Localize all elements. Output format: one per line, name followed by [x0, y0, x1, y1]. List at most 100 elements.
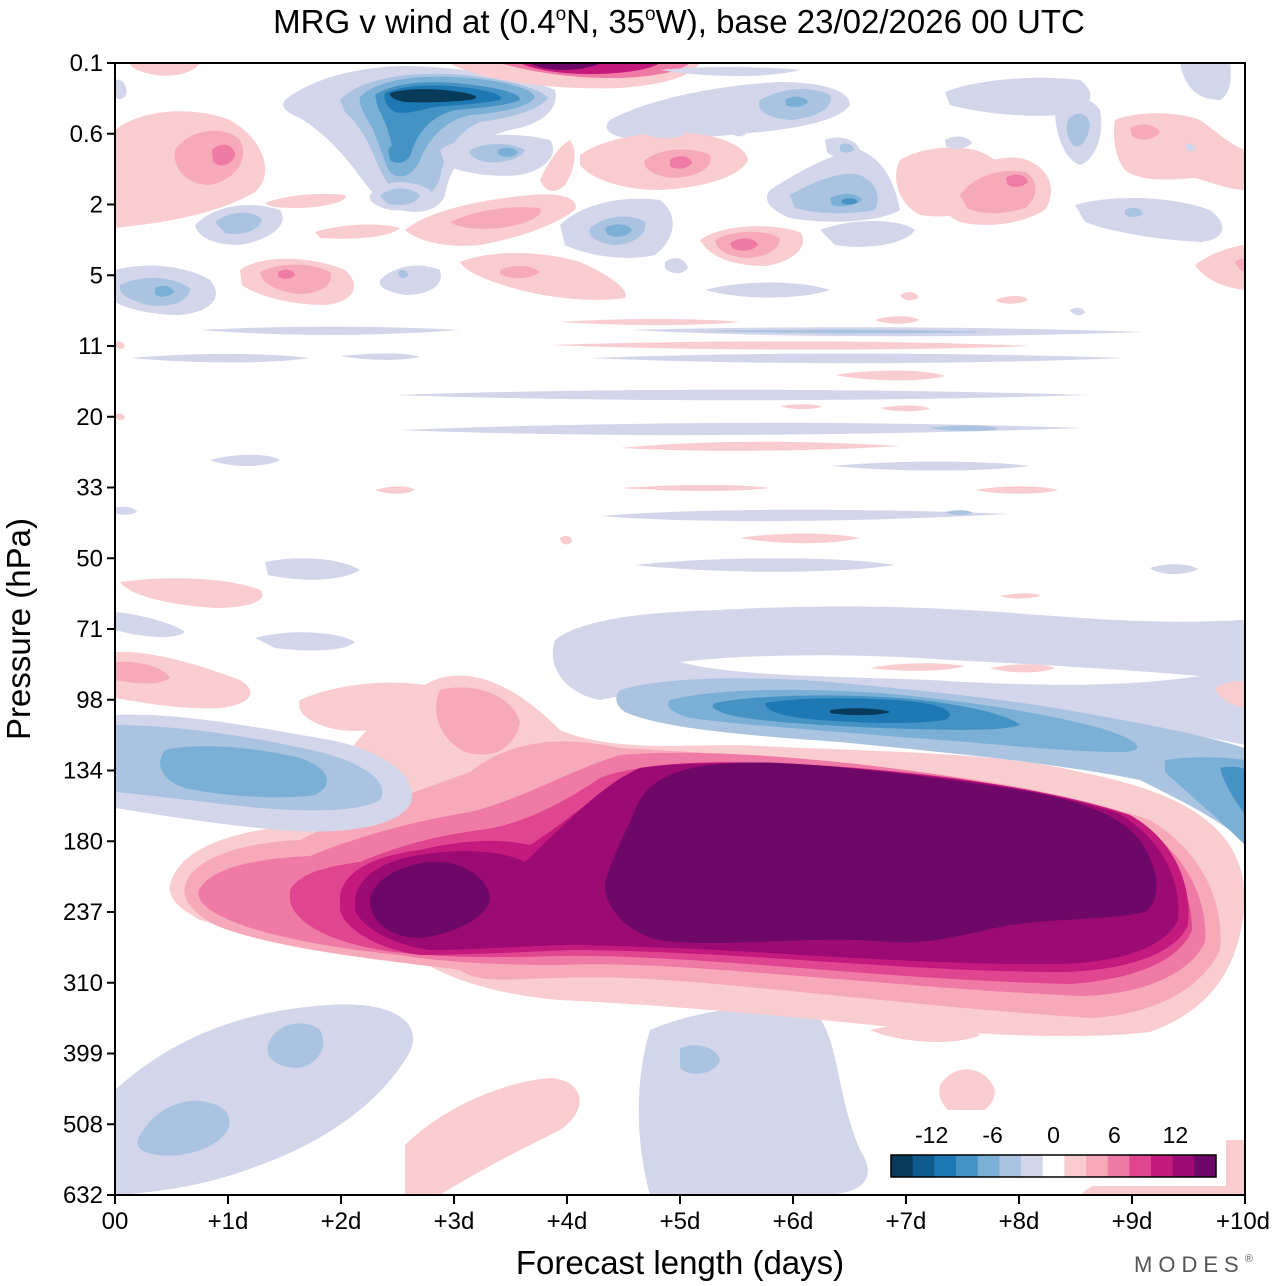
- contour-strat-stripe-14: [210, 454, 280, 466]
- contour-strat-stripe-26: [1000, 593, 1040, 599]
- contour-strat-stripe-7: [340, 353, 420, 360]
- contour-strat-stripe-4: [550, 341, 1030, 350]
- contour-top-blue-right-d: [1066, 113, 1090, 147]
- contour-top-lavender-left: [115, 79, 127, 100]
- contour-top-magenta-tip-4: [530, 63, 600, 70]
- contour-top-lavender-right-k: [1185, 143, 1196, 152]
- contour-top-lavender-right-b: [660, 67, 800, 76]
- contour-strat-stripe-19-core: [945, 510, 973, 516]
- contour-top-blue-d-core: [605, 224, 632, 237]
- contour-main-core-west: [370, 861, 490, 938]
- y-axis: 0.1 0.6 2 5 11 20 33 50 71 98 134 180 237 310 399 508 63…: [63, 50, 115, 1209]
- contour-strat-stripe-6: [130, 353, 310, 363]
- colorbar-swatch: [934, 1155, 957, 1177]
- colorbar-swatch: [1021, 1155, 1044, 1177]
- contour-strat-stripe-12-core: [930, 425, 1000, 432]
- contour-top-magenta-e: [730, 238, 758, 251]
- colorbar-tick-label: -12: [915, 1122, 948, 1148]
- contour-north-core: [830, 708, 890, 716]
- contour-5hpa-blue-c: [398, 269, 408, 279]
- contour-5hpa-blue-a: [119, 277, 190, 306]
- y-tick-label: 33: [76, 475, 103, 502]
- colorbar-swatch: [1107, 1155, 1130, 1177]
- colorbar-frame: [890, 1154, 1217, 1178]
- contour-strat-stripe-11: [880, 405, 930, 412]
- contour-top-magenta-mid-b: [670, 156, 692, 169]
- contour-east-blue-edge-core: [1220, 766, 1245, 815]
- contour-strat-stripe-3: [560, 319, 740, 325]
- x-tick-label: +10d: [1216, 1208, 1270, 1235]
- contour-5hpa-magenta-b: [278, 269, 295, 279]
- contour-top-magenta-left: [212, 144, 235, 166]
- contour-strat-stripe-10: [780, 404, 822, 410]
- contour-5hpa-pink-d: [460, 253, 626, 300]
- contour-top-lavender-f: [820, 221, 915, 247]
- contour-lower-left-blue-a: [137, 1100, 230, 1156]
- contour-west-blue-mid: [160, 746, 327, 798]
- colorbar: -12 -6 0 6 12: [881, 1110, 1226, 1186]
- contour-main-core-east: [605, 762, 1157, 944]
- contour-5hpa-blue-a-core: [155, 285, 174, 297]
- contour-5hpa-lavender-i: [1070, 307, 1085, 316]
- contour-lower-blue-mid: [680, 1045, 720, 1074]
- contour-strat-stripe-22: [560, 535, 572, 545]
- contour-pink-71-right-b: [990, 664, 1055, 673]
- contour-5hpa-pink-g: [900, 292, 918, 301]
- contour-5hpa-lavender-c: [379, 265, 441, 295]
- contour-top-rose-left-3: [450, 207, 541, 229]
- contour-top-pink-left-2: [265, 193, 346, 208]
- y-tick-label: 2: [90, 192, 103, 219]
- y-tick-label: 632: [63, 1182, 103, 1209]
- contour-main-rose-upper: [436, 687, 520, 755]
- contour-top-pink-left-core: [174, 130, 244, 185]
- x-tick-label: +8d: [999, 1208, 1040, 1235]
- contour-lavender-71-mid: [255, 632, 355, 651]
- y-axis-label: Pressure (hPa): [0, 518, 37, 740]
- contour-top-blue-lobe-south: [388, 142, 412, 163]
- chart-title: MRG v wind at (0.4oN, 35oW), base 23/02/…: [273, 3, 1085, 40]
- x-tick-label: 00: [102, 1208, 129, 1235]
- y-tick-label: 5: [90, 262, 103, 289]
- colorbar-swatch: [999, 1155, 1022, 1177]
- contour-strat-stripe-17: [375, 486, 415, 494]
- colorbar-swatch: [912, 1155, 935, 1177]
- contour-top-lavender-mid-b: [640, 127, 685, 139]
- contour-top-pink-left-5: [315, 224, 400, 239]
- x-tick-label: +3d: [434, 1208, 475, 1235]
- y-tick-label: 399: [63, 1041, 103, 1068]
- contour-top-lavender-small: [730, 127, 746, 137]
- contour-5hpa-lavender-f: [705, 282, 830, 298]
- contour-top-pink-right-a-core: [1130, 124, 1160, 140]
- contour-strat-stripe-19: [600, 509, 1010, 522]
- contour-strat-stripe-15: [830, 461, 1030, 471]
- contour-lower-pink-a: [405, 1078, 580, 1195]
- y-tick-label: 237: [63, 899, 103, 926]
- contour-top-blue-right-f-core2: [842, 198, 858, 205]
- contour-strat-stripe-5: [590, 353, 1125, 364]
- contour-pink-71-right: [870, 663, 965, 671]
- colorbar-swatch: [1042, 1155, 1065, 1177]
- y-tick-label: 310: [63, 970, 103, 997]
- contour-strat-stripe-13: [620, 441, 900, 451]
- colorbar-swatch: [1129, 1155, 1152, 1177]
- x-tick-label: +7d: [886, 1208, 927, 1235]
- colorbar-tick-label: 0: [1047, 1122, 1060, 1148]
- contour-pink-98-right: [1215, 680, 1245, 708]
- y-tick-label: 71: [76, 616, 103, 643]
- contour-strat-stripe-12: [400, 422, 1085, 436]
- contour-main-pink-upper-lobe: [299, 682, 440, 731]
- contour-top-pink-left-4: [540, 140, 575, 192]
- contour-strat-stripe-25: [1150, 564, 1198, 575]
- contour-5hpa-pink-h: [995, 295, 1028, 304]
- contour-top-magenta-right-i: [1006, 174, 1028, 187]
- contour-field: [115, 63, 1245, 1195]
- x-tick-label: +5d: [660, 1208, 701, 1235]
- y-tick-label: 134: [63, 758, 103, 785]
- contour-strat-stripe-24: [265, 558, 360, 580]
- colorbar-swatch: [1172, 1155, 1195, 1177]
- contour-strat-stripe-20: [115, 506, 137, 515]
- colorbar-swatch: [1151, 1155, 1174, 1177]
- contour-top-blue-right-g: [840, 143, 854, 153]
- contour-strat-stripe-21: [740, 533, 860, 544]
- contour-pink-band-98-left-core: [115, 661, 170, 684]
